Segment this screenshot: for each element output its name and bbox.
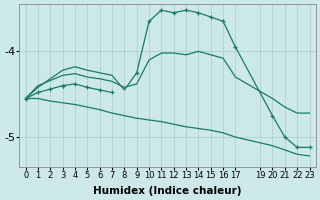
X-axis label: Humidex (Indice chaleur): Humidex (Indice chaleur): [93, 186, 242, 196]
